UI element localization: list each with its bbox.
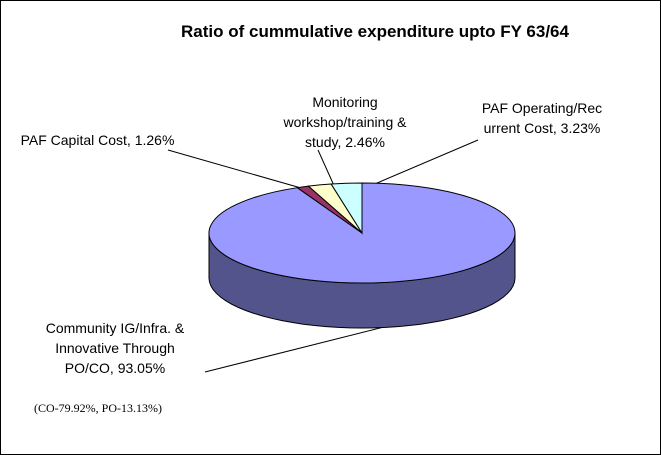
category-label: Community IG/Infra. & Innovative Through… [45, 320, 185, 376]
slice-label: Community IG/Infra. & Innovative Through… [30, 318, 200, 378]
leader-line [167, 149, 309, 191]
value-label: 1.26% [134, 132, 175, 148]
category-label: PAF Operating/Recurrent Cost, [481, 100, 603, 136]
leader-line [317, 149, 337, 191]
slice-label: Monitoring workshop/training & study, 2.… [280, 92, 410, 152]
slice [330, 182, 363, 235]
annotation: (CO-79.92%, PO-13.13%) [34, 401, 162, 415]
value-label: 2.46% [345, 134, 385, 150]
slice-label: PAF Operating/Recurrent Cost, 3.23% [478, 98, 606, 138]
slice-label: PAF Capital Cost, 1.26% [20, 130, 175, 150]
category-label: Monitoring workshop/training & study, [283, 94, 407, 150]
value-label: 93.05% [117, 360, 166, 376]
category-label: PAF Capital Cost, [20, 132, 131, 148]
chart-title: Ratio of cummulative expenditure upto FY… [181, 22, 569, 41]
pie [208, 182, 516, 329]
value-label: 3.23% [560, 120, 601, 136]
